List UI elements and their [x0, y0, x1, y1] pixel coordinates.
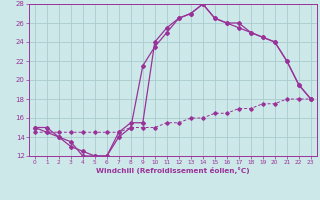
X-axis label: Windchill (Refroidissement éolien,°C): Windchill (Refroidissement éolien,°C) [96, 167, 250, 174]
